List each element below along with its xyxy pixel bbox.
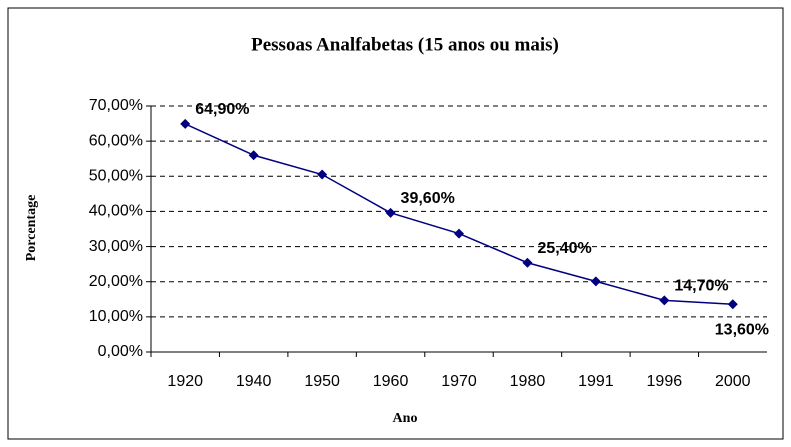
- x-tick-label: 1940: [236, 373, 272, 390]
- y-tick-label: 30,00%: [89, 238, 143, 255]
- data-label: 14,70%: [674, 278, 728, 295]
- y-axis-label: Porcentage: [24, 195, 39, 262]
- data-point: [590, 276, 601, 287]
- x-tick-label: 1996: [647, 373, 683, 390]
- x-tick-label: 1970: [441, 373, 477, 390]
- data-point: [180, 118, 191, 129]
- data-point: [385, 207, 396, 218]
- y-tick-label: 50,00%: [89, 168, 143, 185]
- data-point: [454, 228, 464, 239]
- data-label: 25,40%: [537, 240, 591, 257]
- y-tick-label: 70,00%: [89, 97, 143, 114]
- x-tick-label: 1991: [578, 373, 614, 390]
- data-point: [522, 257, 533, 268]
- x-axis-label: Ano: [393, 411, 418, 426]
- data-label: 13,60%: [715, 321, 769, 338]
- y-tick-label: 40,00%: [89, 203, 143, 220]
- y-tick-label: 0,00%: [98, 343, 143, 360]
- chart-title: Pessoas Analfabetas (15 anos ou mais): [251, 34, 559, 55]
- x-tick-label: 1960: [373, 373, 409, 390]
- y-tick-label: 10,00%: [89, 308, 143, 325]
- x-tick-label: 2000: [715, 373, 751, 390]
- data-point: [659, 295, 670, 306]
- x-tick-label: 1980: [510, 373, 546, 390]
- x-tick-label: 1920: [167, 373, 203, 390]
- data-point: [317, 169, 328, 180]
- data-label: 39,60%: [401, 190, 455, 207]
- data-label: 64,90%: [195, 101, 249, 118]
- data-point: [248, 150, 259, 161]
- chart-frame: [7, 7, 784, 440]
- data-point: [727, 299, 738, 310]
- x-tick-label: 1950: [304, 373, 340, 390]
- y-tick-label: 60,00%: [89, 132, 143, 149]
- y-tick-label: 20,00%: [89, 273, 143, 290]
